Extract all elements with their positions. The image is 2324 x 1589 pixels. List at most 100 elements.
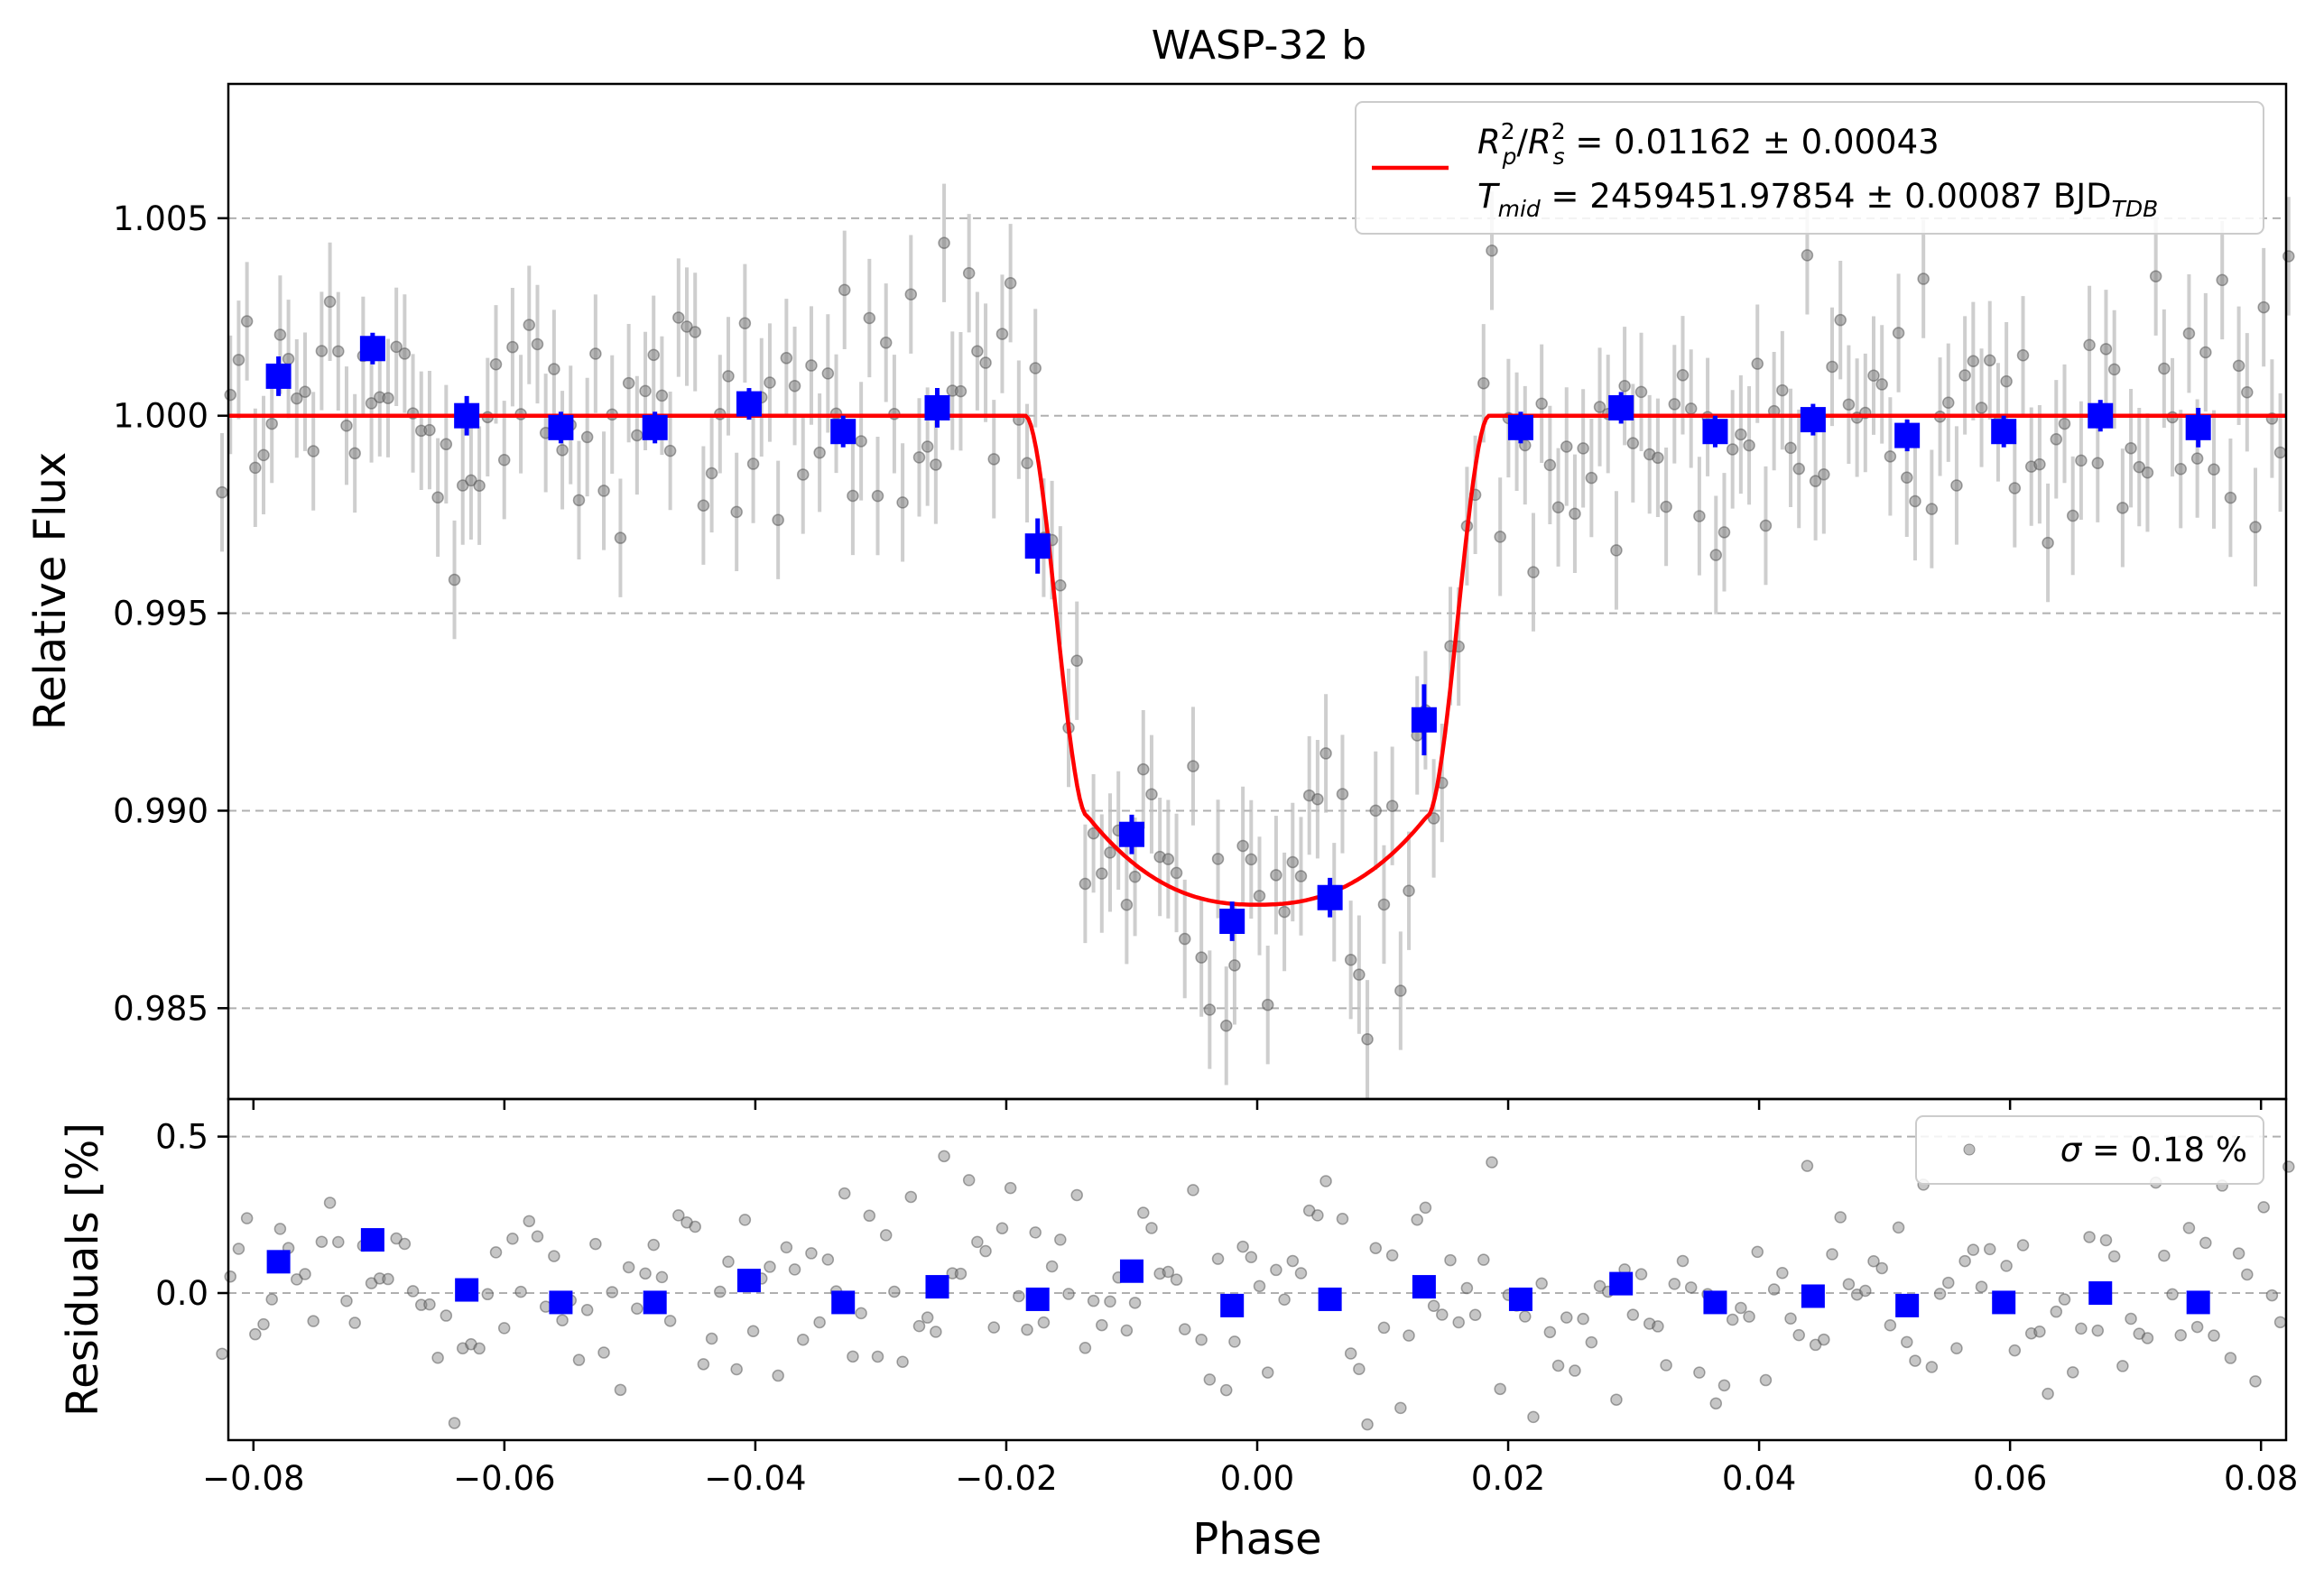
raw-data-point: [2257, 300, 2270, 314]
raw-data-point: [912, 451, 926, 464]
residual-point: [838, 1187, 851, 1200]
residual-point: [1610, 1393, 1623, 1406]
raw-data-point: [2273, 446, 2287, 459]
raw-data-point: [1826, 360, 1838, 374]
residual-point: [855, 1307, 867, 1320]
residual-point: [431, 1352, 444, 1364]
raw-data-point: [780, 352, 793, 365]
residual-point: [1759, 1373, 1773, 1387]
raw-data-point: [672, 311, 685, 324]
raw-data-point: [1203, 1003, 1217, 1016]
binned-data-point: [1894, 422, 1921, 448]
residual-point: [2158, 1249, 2171, 1262]
binned-residual-point: [549, 1290, 573, 1315]
raw-data-point: [2133, 460, 2146, 474]
residual-point: [904, 1190, 918, 1204]
residual-point: [1419, 1201, 1432, 1215]
residual-point: [1767, 1283, 1781, 1296]
raw-data-point: [1494, 531, 1506, 543]
x-tick-label: 0.08: [2224, 1459, 2298, 1498]
residual-point: [2265, 1289, 2279, 1302]
y-axis-title: Relative Flux: [25, 452, 76, 731]
legend-rp-sup: 2: [1501, 118, 1515, 144]
residual-point: [1726, 1313, 1739, 1326]
binned-residuals-series: [266, 1228, 2210, 1317]
residual-point: [216, 1347, 228, 1361]
raw-data-point: [1195, 951, 1208, 964]
residual-point: [606, 1286, 618, 1298]
residual-point: [1693, 1366, 1706, 1379]
residual-point: [481, 1288, 495, 1301]
raw-data-point: [2033, 457, 2046, 471]
binned-data-point: [1317, 884, 1343, 910]
residual-point: [548, 1250, 560, 1262]
residual-point: [1593, 1280, 1606, 1293]
raw-data-point: [1751, 357, 1764, 370]
residual-point: [1087, 1294, 1100, 1307]
residual-point: [1128, 1297, 1142, 1309]
raw-data-point: [2208, 463, 2220, 476]
raw-data-point: [1676, 369, 1690, 382]
residual-point: [805, 1247, 818, 1260]
residual-point: [1909, 1354, 1921, 1367]
x-axis-title: Phase: [1192, 1514, 1321, 1565]
residual-point: [1983, 1243, 1996, 1256]
raw-data-point: [489, 358, 503, 371]
residual-point: [1901, 1335, 1913, 1349]
raw-data-point: [1776, 383, 1789, 397]
residual-point: [1004, 1181, 1017, 1195]
y-tick-label: 0.990: [113, 791, 208, 830]
residual-point: [1585, 1335, 1598, 1349]
residual-point: [1385, 1249, 1399, 1261]
binned-residual-point: [360, 1228, 384, 1252]
residual-point: [1253, 1280, 1266, 1293]
residual-point: [1045, 1260, 1059, 1273]
residual-point: [1818, 1333, 1830, 1346]
raw-data-point: [265, 417, 278, 430]
residual-point: [655, 1270, 669, 1284]
binned-data-point: [1118, 821, 1144, 847]
raw-data-point: [1884, 450, 1897, 463]
legend-residual-marker: [1963, 1143, 1976, 1156]
raw-data-point: [1361, 1032, 1374, 1046]
raw-data-point: [1029, 362, 1042, 374]
residual-point: [1029, 1226, 1042, 1239]
raw-data-point: [1427, 812, 1440, 825]
raw-data-point: [1743, 439, 1755, 452]
residual-point: [497, 1322, 511, 1335]
raw-data-point: [2282, 250, 2295, 263]
bottom-x-axis-ticks: −0.08 −0.06 −0.04 −0.02 0.00 0.02 0.04 0.06 0.08: [202, 1440, 2298, 1498]
raw-data-point: [1577, 442, 1589, 455]
residual-point: [772, 1369, 784, 1382]
binned-data-point: [359, 336, 385, 362]
raw-data-point: [614, 531, 627, 544]
residual-point: [1319, 1175, 1332, 1187]
binned-residual-point: [925, 1275, 949, 1299]
binned-residual-point: [455, 1278, 479, 1302]
residual-point: [240, 1212, 254, 1224]
residual-point: [2033, 1325, 2046, 1338]
y-tick-label: 0.995: [113, 595, 208, 633]
raw-data-point: [1610, 544, 1623, 557]
residual-point: [888, 1285, 901, 1298]
residual-point: [730, 1363, 743, 1376]
residual-point: [2249, 1375, 2262, 1388]
binned-data-point: [1608, 394, 1634, 420]
raw-data-point: [273, 328, 287, 341]
raw-data-point: [1311, 792, 1324, 806]
raw-data-point: [1369, 804, 1383, 818]
raw-data-point: [1187, 760, 1199, 772]
residual-point: [1743, 1310, 1755, 1323]
residual-point: [1792, 1328, 1805, 1342]
residual-point: [348, 1316, 361, 1329]
legend-tmid-value: = 2459451.97854 ± 0.00087 BJD: [1541, 177, 2112, 216]
binned-residual-point: [1025, 1287, 1050, 1311]
residual-point: [962, 1174, 976, 1187]
residual-point: [2282, 1160, 2295, 1173]
residual-point: [1394, 1401, 1407, 1415]
raw-data-point: [1759, 519, 1773, 532]
residual-point: [1195, 1333, 1208, 1346]
raw-data-point: [1901, 471, 1913, 485]
